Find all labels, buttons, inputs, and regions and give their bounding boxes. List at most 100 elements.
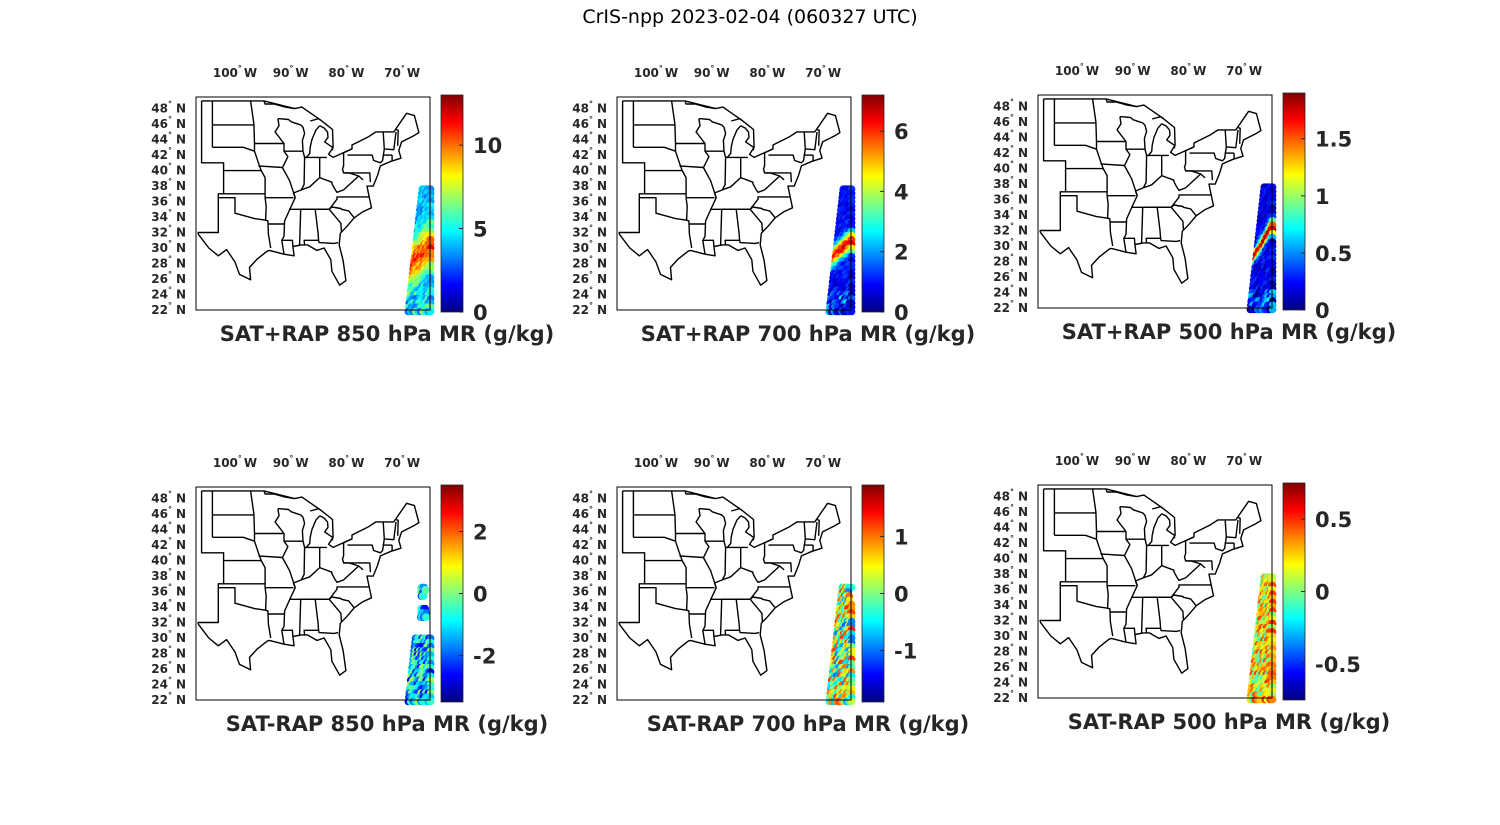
lat-hemi: N [597, 148, 607, 162]
lat-tick-label: 46° N [993, 503, 1028, 519]
lat-hemi: N [1018, 598, 1028, 612]
obs-scatter [404, 583, 435, 706]
colorbar-tick-label: 4 [894, 180, 909, 204]
colorbar [440, 94, 464, 313]
lat-deg: 28 [993, 255, 1010, 269]
border-line [347, 131, 397, 164]
border-line [721, 547, 727, 581]
lat-hemi: N [1018, 270, 1028, 284]
border-line [1142, 155, 1148, 189]
lat-hemi: N [1018, 629, 1028, 643]
degree-symbol: ° [589, 162, 593, 171]
map-frame [1037, 484, 1273, 699]
lat-tick-label: 34° N [572, 598, 607, 614]
border-line [698, 508, 727, 542]
lat-deg: 36 [572, 585, 589, 599]
lat-tick-label: 28° N [993, 643, 1028, 659]
colorbar-tick-label: 1 [1315, 185, 1330, 209]
lat-tick-label: 32° N [151, 614, 186, 630]
border-line [328, 598, 343, 622]
lat-tick-label: 26° N [151, 270, 186, 286]
lat-deg: 34 [572, 600, 589, 614]
lat-hemi: N [597, 600, 607, 614]
border-line [764, 172, 780, 177]
border-line [768, 131, 818, 164]
border-line [1142, 206, 1162, 243]
lon-hemi: W [828, 456, 841, 470]
degree-symbol: ° [766, 454, 770, 463]
border-line [710, 586, 791, 600]
colorbar-tick-label: -0.5 [1315, 653, 1361, 677]
map-frame [195, 96, 431, 311]
degree-symbol: ° [822, 64, 826, 73]
lat-tick-label: 34° N [572, 208, 607, 224]
border-line [1100, 163, 1125, 167]
lat-tick-label: 22° N [572, 691, 607, 707]
border-line [803, 521, 806, 539]
obs-point [1268, 305, 1277, 314]
lat-tick-label: 46° N [151, 505, 186, 521]
lon-deg: 80 [328, 66, 345, 80]
lon-hemi: W [407, 456, 420, 470]
degree-symbol: ° [1010, 160, 1014, 169]
lon-deg: 80 [1170, 64, 1187, 78]
lat-tick-label: 44° N [993, 129, 1028, 145]
lat-hemi: N [597, 303, 607, 317]
lon-deg: 100 [1055, 454, 1080, 468]
degree-symbol: ° [168, 536, 172, 545]
lat-hemi: N [1018, 614, 1028, 628]
border-line [317, 630, 339, 635]
degree-symbol: ° [168, 255, 172, 264]
lat-tick-label: 40° N [993, 550, 1028, 566]
degree-symbol: ° [401, 64, 405, 73]
lat-tick-label: 24° N [993, 284, 1028, 300]
lat-tick-label: 38° N [572, 177, 607, 193]
lat-tick-label: 46° N [993, 113, 1028, 129]
lat-hemi: N [597, 616, 607, 630]
border-line [304, 125, 321, 159]
lon-deg: 100 [634, 66, 659, 80]
colorbar [1282, 92, 1306, 311]
lat-deg: 24 [572, 678, 589, 692]
lat-hemi: N [597, 554, 607, 568]
lat-tick-label: 44° N [572, 521, 607, 537]
border-line [1039, 98, 1262, 284]
lon-deg: 100 [213, 66, 238, 80]
lat-deg: 32 [151, 616, 168, 630]
lat-tick-label: 48° N [993, 488, 1028, 504]
border-line [258, 555, 283, 559]
border-line [300, 598, 320, 635]
degree-symbol: ° [168, 115, 172, 124]
lat-hemi: N [597, 507, 607, 521]
lat-hemi: N [597, 523, 607, 537]
degree-symbol: ° [1010, 268, 1014, 277]
lon-deg: 90 [1115, 64, 1132, 78]
lat-tick-label: 32° N [572, 614, 607, 630]
lat-tick-label: 42° N [572, 146, 607, 162]
lat-deg: 38 [572, 569, 589, 583]
degree-symbol: ° [589, 224, 593, 233]
lon-tick-label: 70° W [384, 64, 420, 80]
lon-hemi: W [1249, 64, 1262, 78]
lat-tick-label: 38° N [993, 565, 1028, 581]
border-line [679, 555, 704, 559]
lon-deg: 70 [805, 66, 822, 80]
lat-hemi: N [597, 133, 607, 147]
degree-symbol: ° [1010, 534, 1014, 543]
lat-hemi: N [1018, 521, 1028, 535]
lon-deg: 80 [749, 456, 766, 470]
degree-symbol: ° [1131, 452, 1135, 461]
degree-symbol: ° [589, 691, 593, 700]
lat-hemi: N [176, 647, 186, 661]
border-line [639, 587, 693, 639]
lon-deg: 90 [273, 456, 290, 470]
obs-point [419, 592, 428, 600]
lat-hemi: N [597, 631, 607, 645]
border-line [1039, 98, 1067, 233]
degree-symbol: ° [168, 239, 172, 248]
colorbar-tick-label: 0 [894, 301, 909, 325]
degree-symbol: ° [589, 536, 593, 545]
border-line [218, 587, 272, 639]
degree-symbol: ° [589, 629, 593, 638]
lat-deg: 30 [993, 239, 1010, 253]
